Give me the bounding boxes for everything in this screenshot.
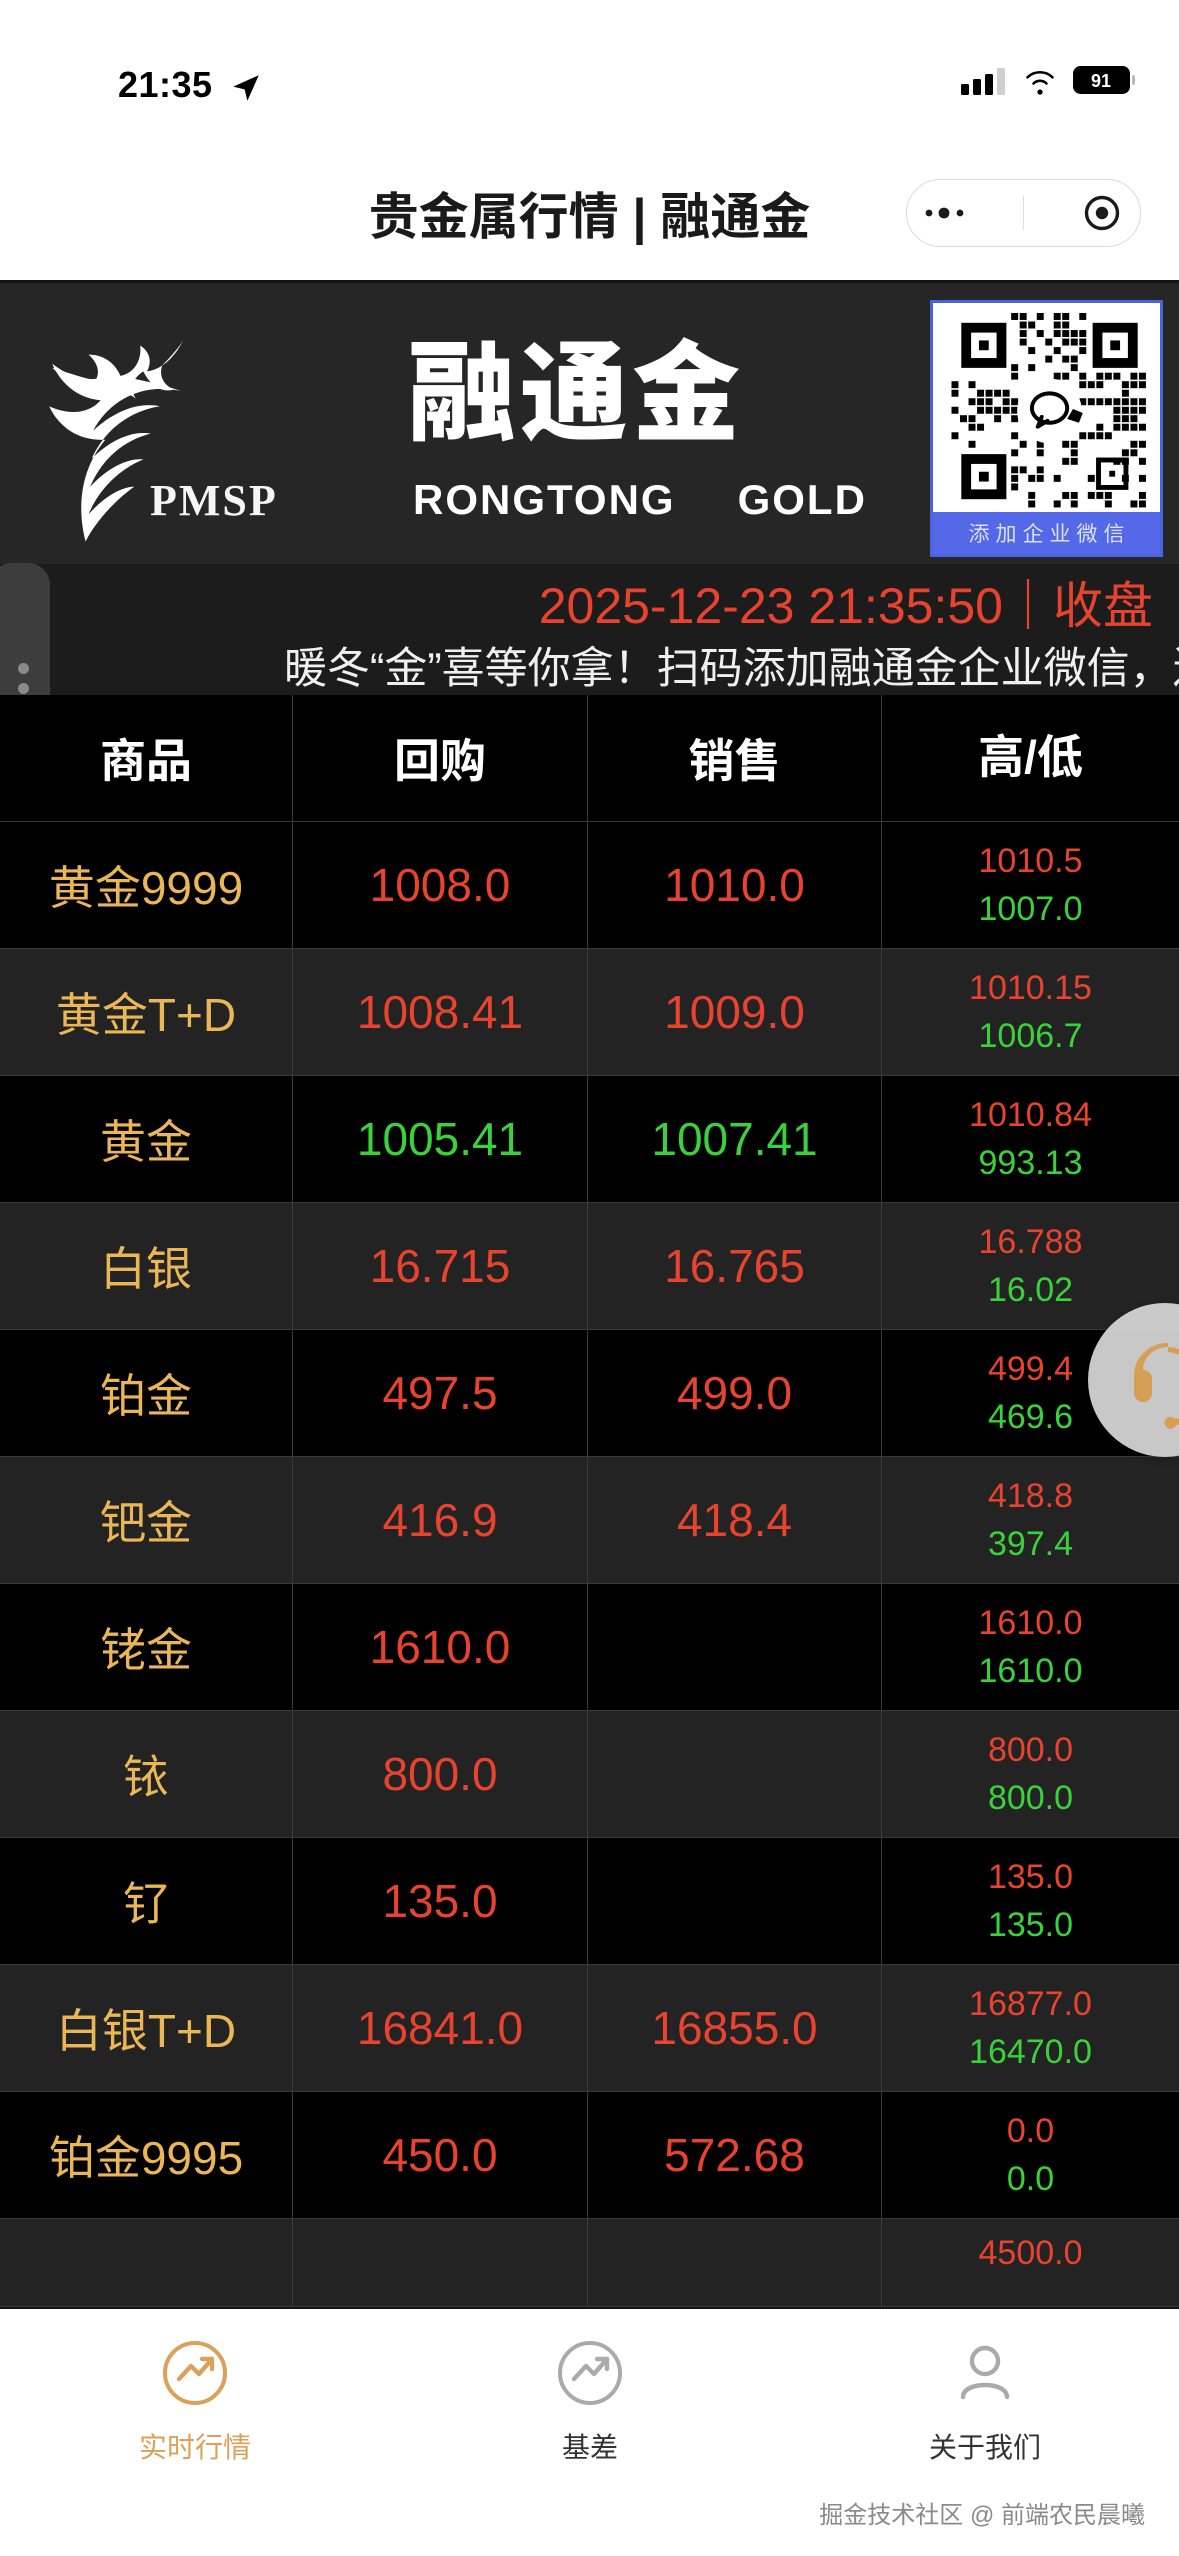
svg-text:91: 91 [1091,71,1111,91]
